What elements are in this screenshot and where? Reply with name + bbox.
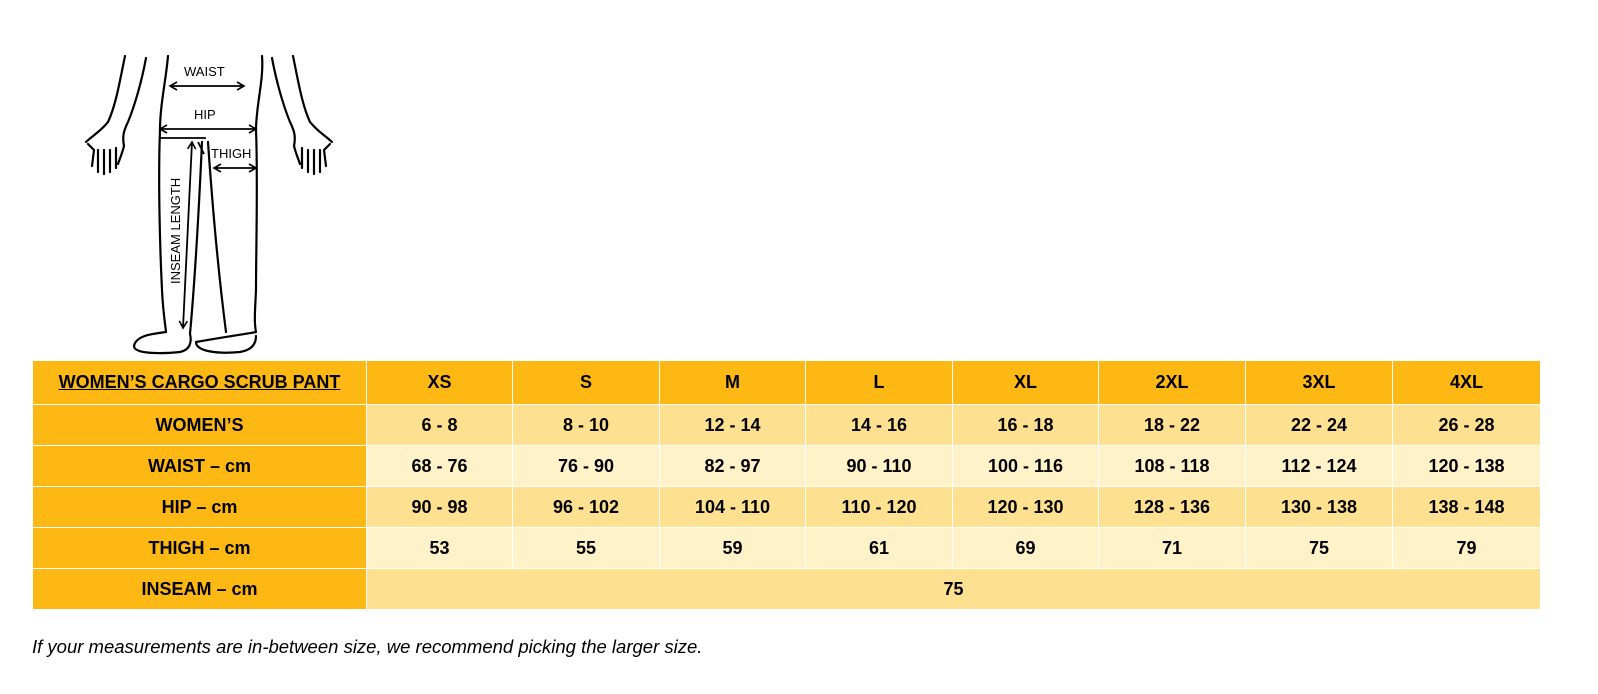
table-cell: 75	[1245, 527, 1393, 569]
size-header: M	[659, 360, 806, 405]
table-title: WOMEN’S CARGO SCRUB PANT	[32, 360, 367, 405]
inseam-value-cell: 75	[366, 568, 1541, 610]
table-row: THIGH – cm 53 55 59 61 69 71 75 79	[32, 527, 1541, 569]
size-header: L	[805, 360, 953, 405]
table-cell: 96 - 102	[512, 486, 660, 528]
size-header: XS	[366, 360, 513, 405]
row-label: HIP – cm	[32, 486, 367, 528]
table-cell: 110 - 120	[805, 486, 953, 528]
table-cell: 112 - 124	[1245, 445, 1393, 487]
table-cell: 8 - 10	[512, 404, 660, 446]
table-cell: 90 - 98	[366, 486, 513, 528]
table-cell: 71	[1098, 527, 1246, 569]
table-cell: 130 - 138	[1245, 486, 1393, 528]
table-cell: 120 - 138	[1392, 445, 1541, 487]
table-cell: 26 - 28	[1392, 404, 1541, 446]
row-label: THIGH – cm	[32, 527, 367, 569]
size-header: 2XL	[1098, 360, 1246, 405]
measurement-figure: WAIST HIP THIGH INSEAM LENGTH	[80, 50, 340, 362]
row-label: INSEAM – cm	[32, 568, 367, 610]
table-cell: 76 - 90	[512, 445, 660, 487]
size-chart-table: WOMEN’S CARGO SCRUB PANT XS S M L XL 2XL…	[32, 360, 1541, 610]
table-cell: 14 - 16	[805, 404, 953, 446]
table-cell: 100 - 116	[952, 445, 1099, 487]
table-cell: 68 - 76	[366, 445, 513, 487]
table-header-row: WOMEN’S CARGO SCRUB PANT XS S M L XL 2XL…	[32, 360, 1541, 405]
waist-label: WAIST	[184, 64, 225, 79]
inseam-length-label: INSEAM LENGTH	[168, 178, 183, 284]
size-header: 4XL	[1392, 360, 1541, 405]
table-cell: 53	[366, 527, 513, 569]
table-row: WAIST – cm 68 - 76 76 - 90 82 - 97 90 - …	[32, 445, 1541, 487]
table-row: INSEAM – cm 75	[32, 568, 1541, 610]
table-cell: 55	[512, 527, 660, 569]
table-cell: 90 - 110	[805, 445, 953, 487]
table-cell: 108 - 118	[1098, 445, 1246, 487]
table-cell: 104 - 110	[659, 486, 806, 528]
table-cell: 6 - 8	[366, 404, 513, 446]
table-cell: 16 - 18	[952, 404, 1099, 446]
body-outline-icon: WAIST HIP THIGH INSEAM LENGTH	[84, 54, 334, 355]
table-cell: 138 - 148	[1392, 486, 1541, 528]
thigh-label: THIGH	[211, 146, 251, 161]
hip-label: HIP	[194, 107, 216, 122]
table-row: WOMEN’S 6 - 8 8 - 10 12 - 14 14 - 16 16 …	[32, 404, 1541, 446]
size-header: S	[512, 360, 660, 405]
size-recommendation-note: If your measurements are in-between size…	[32, 636, 703, 657]
table-cell: 12 - 14	[659, 404, 806, 446]
table-cell: 128 - 136	[1098, 486, 1246, 528]
size-header: XL	[952, 360, 1099, 405]
table-cell: 61	[805, 527, 953, 569]
table-cell: 22 - 24	[1245, 404, 1393, 446]
table-row: HIP – cm 90 - 98 96 - 102 104 - 110 110 …	[32, 486, 1541, 528]
table-cell: 79	[1392, 527, 1541, 569]
size-header: 3XL	[1245, 360, 1393, 405]
table-cell: 82 - 97	[659, 445, 806, 487]
row-label: WAIST – cm	[32, 445, 367, 487]
table-cell: 69	[952, 527, 1099, 569]
table-cell: 120 - 130	[952, 486, 1099, 528]
table-cell: 18 - 22	[1098, 404, 1246, 446]
row-label: WOMEN’S	[32, 404, 367, 446]
table-cell: 59	[659, 527, 806, 569]
